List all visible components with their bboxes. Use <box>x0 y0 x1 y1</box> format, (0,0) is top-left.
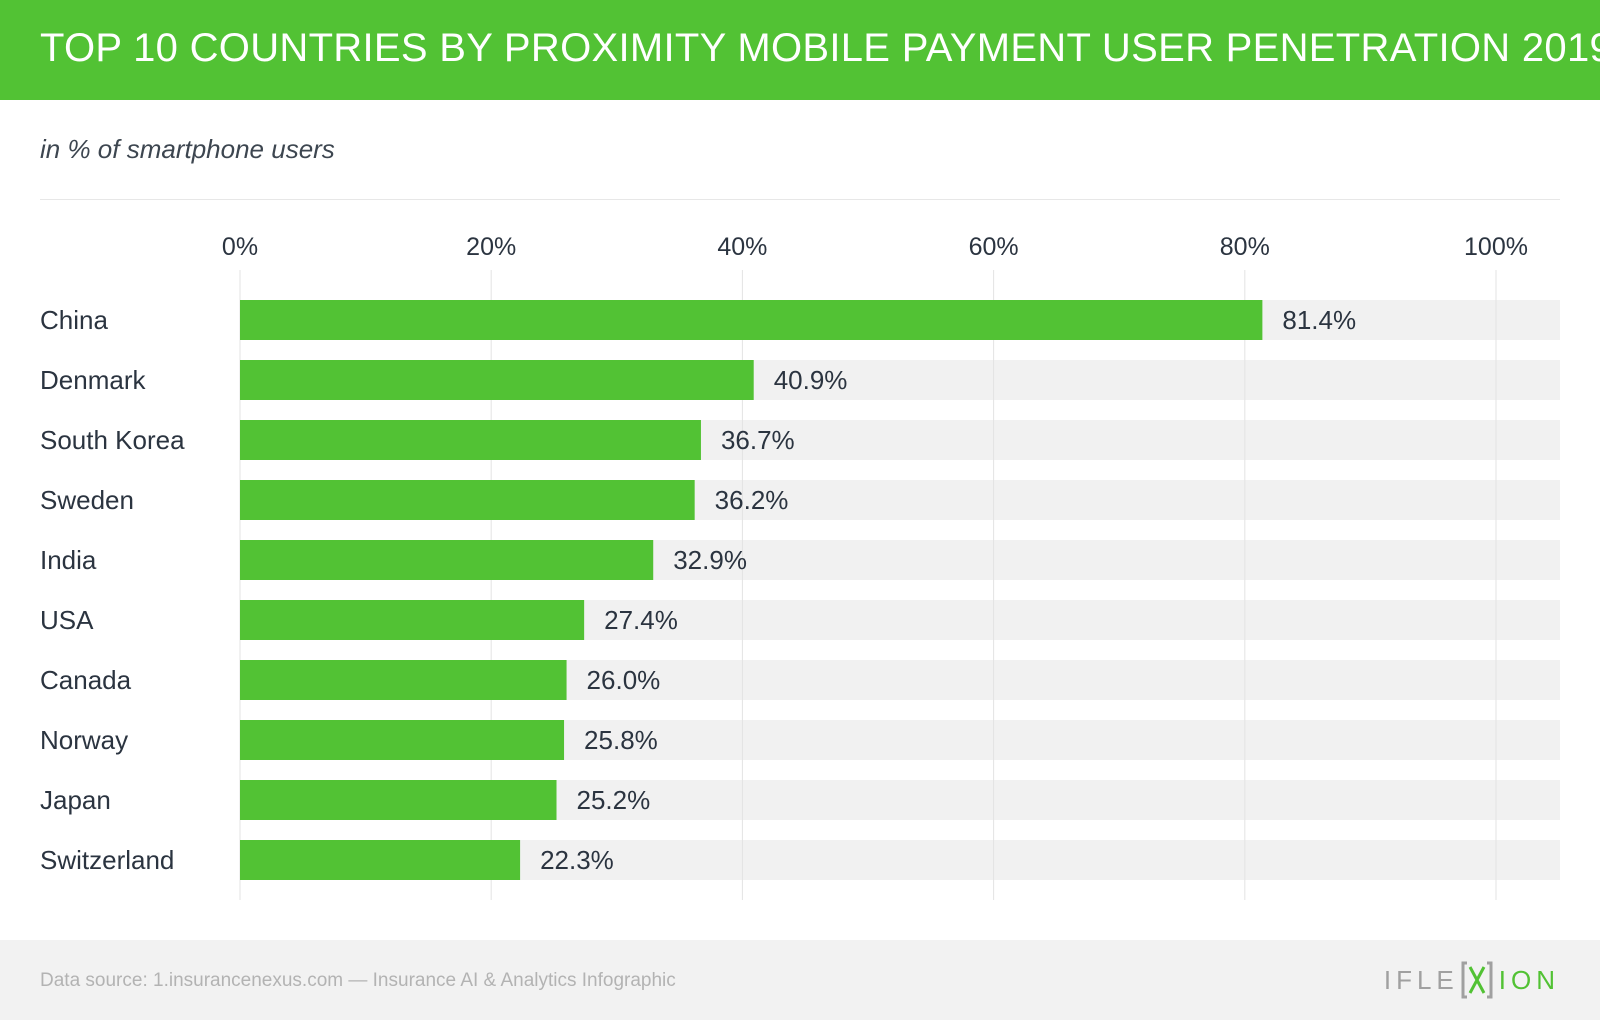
bar <box>240 300 1263 340</box>
footer: Data source: 1.insurancenexus.com — Insu… <box>0 940 1600 1020</box>
value-label: 25.2% <box>577 785 651 815</box>
chart-subtitle: in % of smartphone users <box>40 134 335 164</box>
logo-text-left: IFLE <box>1383 964 1459 995</box>
logo-text-right: ION <box>1498 964 1560 995</box>
divider <box>40 199 1560 200</box>
bar-chart: 0% 20% 40% 60% 80% 100% China 81.4% Denmark 40.9%… <box>40 233 1560 900</box>
category-label: Canada <box>40 665 132 695</box>
bar <box>240 360 754 400</box>
category-label: Norway <box>40 725 128 755</box>
value-label: 36.2% <box>715 485 789 515</box>
x-tick-label: 100% <box>1464 233 1528 261</box>
iflexion-logo: IFLE ION <box>1383 961 1560 999</box>
category-label: South Korea <box>40 425 185 455</box>
category-label: India <box>40 545 97 575</box>
value-label: 40.9% <box>774 365 848 395</box>
data-source-text: Data source: 1.insurancenexus.com — Insu… <box>40 970 676 991</box>
bar <box>240 840 521 880</box>
category-label: Denmark <box>40 365 146 395</box>
category-label: Sweden <box>40 485 134 515</box>
bar <box>240 600 585 640</box>
value-label: 26.0% <box>587 665 661 695</box>
x-tick-label: 60% <box>969 233 1019 261</box>
bar <box>240 420 701 460</box>
value-label: 22.3% <box>540 845 614 875</box>
category-label: Japan <box>40 785 111 815</box>
header-banner: TOP 10 COUNTRIES BY PROXIMITY MOBILE PAY… <box>0 0 1600 100</box>
x-tick-label: 0% <box>222 233 258 261</box>
value-label: 36.7% <box>721 425 795 455</box>
value-label: 81.4% <box>1282 305 1356 335</box>
chart-title: TOP 10 COUNTRIES BY PROXIMITY MOBILE PAY… <box>40 26 1600 70</box>
category-label: Switzerland <box>40 845 174 875</box>
x-tick-label: 20% <box>466 233 516 261</box>
bar <box>240 780 557 820</box>
bar <box>240 540 654 580</box>
x-tick-label: 80% <box>1220 233 1270 261</box>
value-label: 25.8% <box>584 725 658 755</box>
category-label: China <box>40 305 108 335</box>
value-label: 32.9% <box>673 545 747 575</box>
logo-x-icon <box>1461 961 1493 999</box>
bar <box>240 660 567 700</box>
value-label: 27.4% <box>604 605 678 635</box>
bar <box>240 480 695 520</box>
category-label: USA <box>40 605 94 635</box>
x-tick-label: 40% <box>717 233 767 261</box>
bar <box>240 720 565 760</box>
